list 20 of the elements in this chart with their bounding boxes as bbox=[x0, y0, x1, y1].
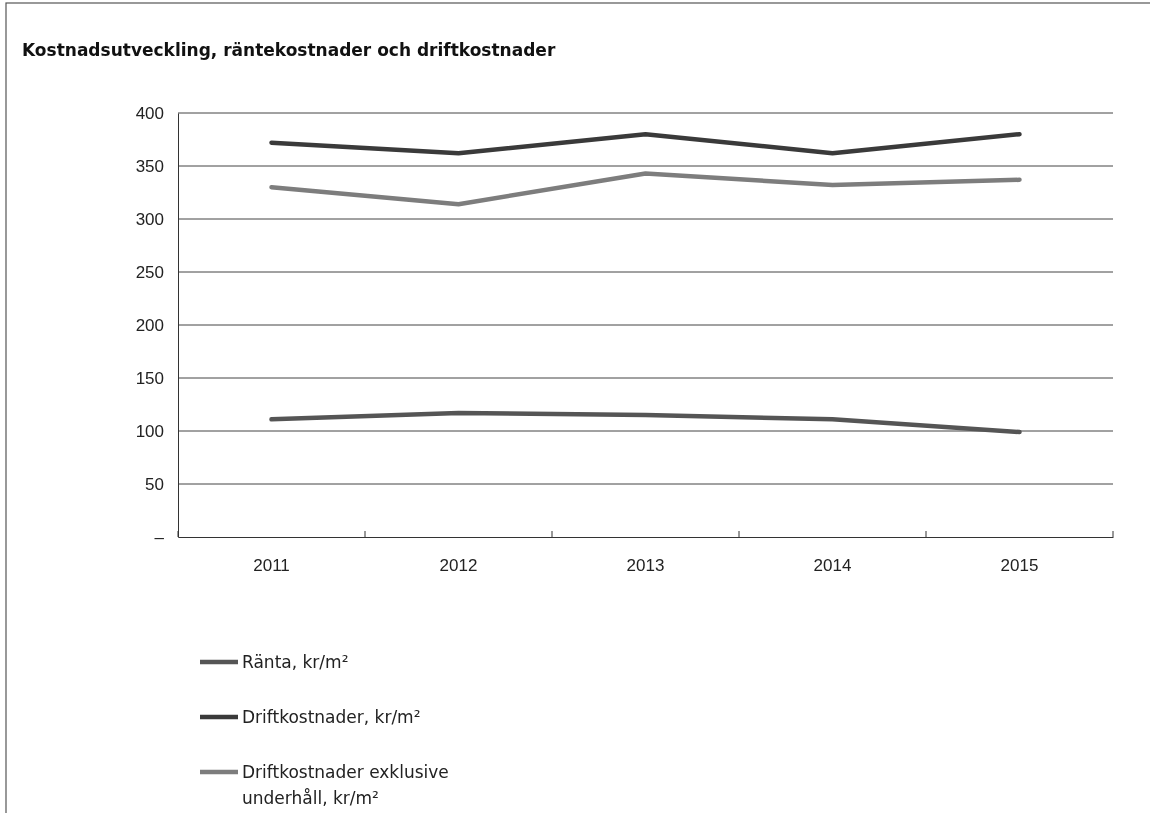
y-tick-label: 50 bbox=[145, 474, 164, 494]
y-tick-label: 350 bbox=[135, 156, 164, 176]
y-tick-label: 250 bbox=[135, 262, 164, 282]
legend-label: Ränta, kr/m² bbox=[242, 652, 349, 672]
x-tick-label: 2012 bbox=[439, 556, 478, 576]
legend-label: Driftkostnader exklusive underhåll, kr/m² bbox=[242, 762, 449, 808]
line-series bbox=[269, 410, 1022, 435]
y-tick-label: 300 bbox=[135, 209, 164, 229]
legend-label: Driftkostnader, kr/m² bbox=[242, 707, 421, 727]
y-tick-label: 100 bbox=[135, 421, 164, 441]
x-tick-label: 2015 bbox=[1000, 556, 1039, 576]
x-tick-label: 2013 bbox=[626, 556, 665, 576]
y-tick-label: 150 bbox=[135, 368, 164, 388]
y-tick-label: 400 bbox=[135, 103, 164, 123]
y-tick-label: – bbox=[154, 527, 165, 547]
chart-title: Kostnadsutveckling, räntekostnader och driftkostnader bbox=[22, 40, 556, 60]
x-tick-label: 2011 bbox=[253, 556, 290, 576]
y-tick-label: 200 bbox=[135, 315, 164, 335]
line-series bbox=[269, 171, 1022, 207]
x-tick-label: 2014 bbox=[813, 556, 852, 576]
